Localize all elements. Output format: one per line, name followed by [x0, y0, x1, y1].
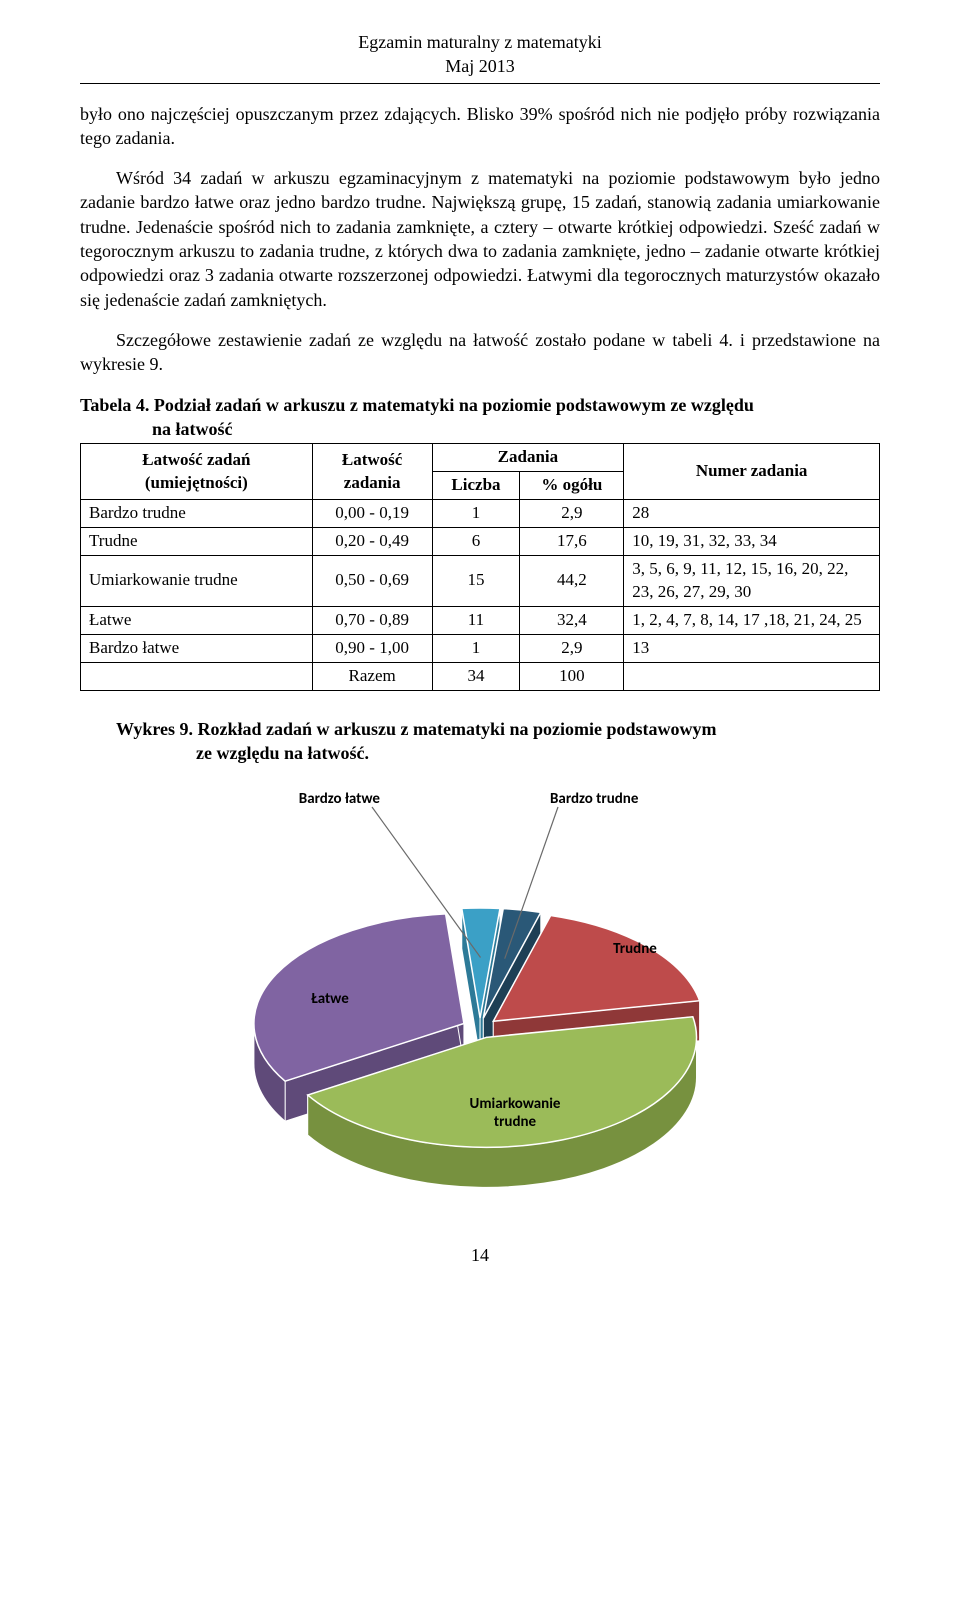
- td-n: 15: [432, 555, 520, 606]
- td-nums: 10, 19, 31, 32, 33, 34: [624, 527, 880, 555]
- th-text: Łatwość zadań: [142, 450, 250, 469]
- td-pct: 17,6: [520, 527, 624, 555]
- svg-text:Łatwe: Łatwe: [311, 990, 349, 1008]
- pie-chart-svg: Bardzo łatweBardzo trudneTrudneUmiarkowa…: [180, 773, 780, 1203]
- table-row: Łatwe 0,70 - 0,89 11 32,4 1, 2, 4, 7, 8,…: [81, 606, 880, 634]
- page-number: 14: [80, 1243, 880, 1267]
- td-pct: 32,4: [520, 606, 624, 634]
- td-empty: [81, 662, 313, 690]
- th-liczba: Liczba: [432, 472, 520, 500]
- th-text: (umiejętności): [145, 473, 248, 492]
- table-title-prefix: Tabela 4.: [80, 395, 154, 415]
- chart-9-title: Wykres 9. Rozkład zadań w arkuszu z mate…: [80, 717, 880, 766]
- td-range: 0,50 - 0,69: [312, 555, 432, 606]
- td-pct: 2,9: [520, 634, 624, 662]
- th-zadania-group: Zadania: [432, 444, 624, 472]
- td-cat: Bardzo łatwe: [81, 634, 313, 662]
- td-pct: 44,2: [520, 555, 624, 606]
- td-n: 1: [432, 634, 520, 662]
- td-cat: Bardzo trudne: [81, 500, 313, 528]
- svg-text:Bardzo łatwe: Bardzo łatwe: [299, 790, 381, 808]
- th-latwosc-zadania: Łatwość zadania: [312, 444, 432, 500]
- table-4-body: Bardzo trudne 0,00 - 0,19 1 2,9 28 Trudn…: [81, 500, 880, 691]
- page-header: Egzamin maturalny z matematyki Maj 2013: [80, 30, 880, 79]
- table-title-main: Podział zadań w arkuszu z matematyki na …: [154, 395, 754, 415]
- svg-text:Trudne: Trudne: [613, 940, 657, 958]
- header-line-1: Egzamin maturalny z matematyki: [80, 30, 880, 54]
- table-4-title: Tabela 4. Podział zadań w arkuszu z mate…: [80, 393, 880, 442]
- table-row-sum: Razem 34 100: [81, 662, 880, 690]
- paragraph-3: Szczegółowe zestawienie zadań ze względu…: [80, 328, 880, 377]
- chart-title-prefix: Wykres 9.: [116, 719, 198, 739]
- table-title-sub: na łatwość: [80, 417, 880, 441]
- td-pct: 2,9: [520, 500, 624, 528]
- td-n: 1: [432, 500, 520, 528]
- td-nums: 1, 2, 4, 7, 8, 14, 17 ,18, 21, 24, 25: [624, 606, 880, 634]
- svg-text:Bardzo trudne: Bardzo trudne: [550, 790, 639, 808]
- table-4: Łatwość zadań (umiejętności) Łatwość zad…: [80, 443, 880, 690]
- td-nums: 3, 5, 6, 9, 11, 12, 15, 16, 20, 22, 23, …: [624, 555, 880, 606]
- td-sum-pct: 100: [520, 662, 624, 690]
- th-pct: % ogółu: [520, 472, 624, 500]
- td-range: 0,20 - 0,49: [312, 527, 432, 555]
- table-row: Bardzo łatwe 0,90 - 1,00 1 2,9 13: [81, 634, 880, 662]
- paragraph-2: Wśród 34 zadań w arkuszu egzaminacyjnym …: [80, 166, 880, 312]
- td-n: 11: [432, 606, 520, 634]
- chart-title-sub: ze względu na łatwość.: [80, 741, 880, 765]
- td-cat: Trudne: [81, 527, 313, 555]
- td-n: 6: [432, 527, 520, 555]
- th-text: Łatwość: [342, 450, 402, 469]
- td-sum-label: Razem: [312, 662, 432, 690]
- chart-title-main: Rozkład zadań w arkuszu z matematyki na …: [198, 719, 717, 739]
- chart-9: Bardzo łatweBardzo trudneTrudneUmiarkowa…: [180, 773, 780, 1203]
- td-range: 0,90 - 1,00: [312, 634, 432, 662]
- th-numer-zadania: Numer zadania: [624, 444, 880, 500]
- header-rule: [80, 83, 880, 84]
- td-range: 0,70 - 0,89: [312, 606, 432, 634]
- td-range: 0,00 - 0,19: [312, 500, 432, 528]
- td-nums: 13: [624, 634, 880, 662]
- td-sum-n: 34: [432, 662, 520, 690]
- table-row: Umiarkowanie trudne 0,50 - 0,69 15 44,2 …: [81, 555, 880, 606]
- th-latwosc-zadan: Łatwość zadań (umiejętności): [81, 444, 313, 500]
- header-line-2: Maj 2013: [80, 54, 880, 78]
- table-row: Bardzo trudne 0,00 - 0,19 1 2,9 28: [81, 500, 880, 528]
- td-nums: 28: [624, 500, 880, 528]
- th-text: zadania: [344, 473, 401, 492]
- td-cat: Łatwe: [81, 606, 313, 634]
- table-row: Trudne 0,20 - 0,49 6 17,6 10, 19, 31, 32…: [81, 527, 880, 555]
- td-empty: [624, 662, 880, 690]
- td-cat: Umiarkowanie trudne: [81, 555, 313, 606]
- paragraph-1: było ono najczęściej opuszczanym przez z…: [80, 102, 880, 151]
